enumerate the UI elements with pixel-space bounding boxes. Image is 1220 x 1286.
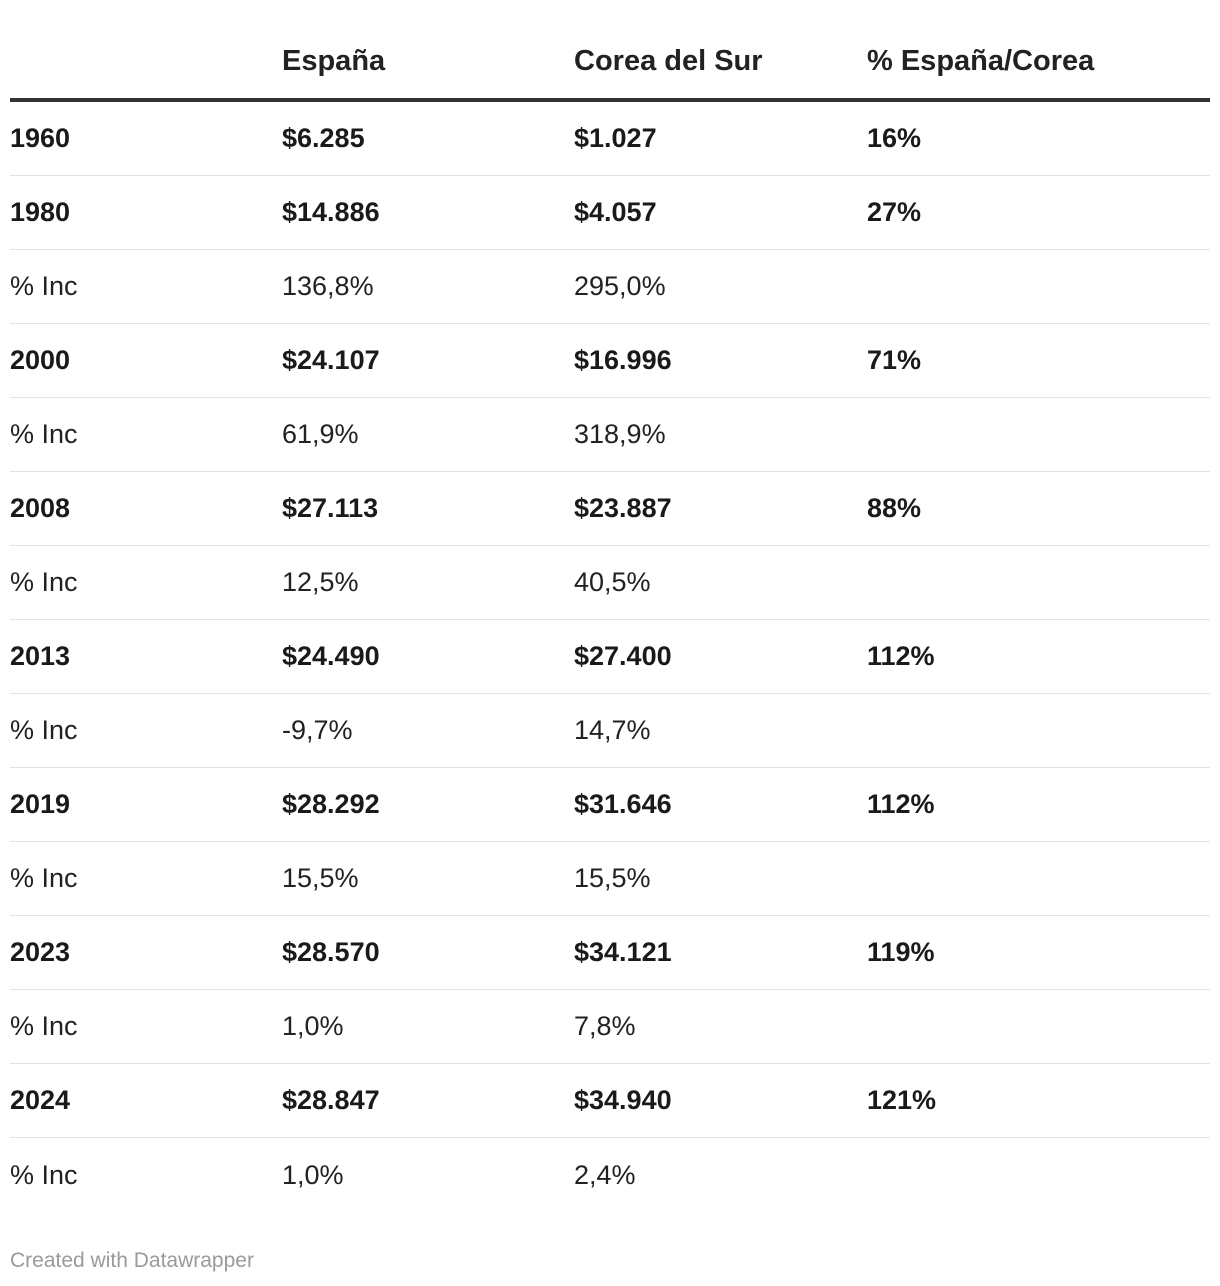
korea-value-cell: $4.057 bbox=[574, 197, 657, 227]
spain-value-cell: 61,9% bbox=[282, 419, 359, 449]
row-label-cell: 1980 bbox=[10, 197, 71, 227]
spain-value-cell: 1,0% bbox=[282, 1011, 344, 1041]
korea-value-cell: $16.996 bbox=[574, 345, 672, 375]
korea-value-cell: 7,8% bbox=[574, 1011, 636, 1041]
row-label-cell: % Inc bbox=[10, 863, 78, 893]
table-row-year: 2000 $24.107 $16.996 71% bbox=[10, 324, 1210, 398]
table-row-increase: % Inc 12,5% 40,5% bbox=[10, 546, 1210, 620]
row-label-cell: 2024 bbox=[10, 1085, 71, 1115]
table-row-increase: % Inc -9,7% 14,7% bbox=[10, 694, 1210, 768]
korea-value-cell: 15,5% bbox=[574, 863, 651, 893]
row-label-cell: 1960 bbox=[10, 123, 71, 153]
table-header-row: España Corea del Sur % España/Corea bbox=[10, 26, 1210, 102]
table-row-increase: % Inc 136,8% 295,0% bbox=[10, 250, 1210, 324]
row-label-cell: % Inc bbox=[10, 419, 78, 449]
ratio-value-cell: 16% bbox=[867, 123, 922, 153]
row-label-cell: % Inc bbox=[10, 715, 78, 745]
spain-value-cell: 136,8% bbox=[282, 271, 374, 301]
spain-value-cell: -9,7% bbox=[282, 715, 353, 745]
table-row-year: 2008 $27.113 $23.887 88% bbox=[10, 472, 1210, 546]
korea-value-cell: $27.400 bbox=[574, 641, 672, 671]
row-label-cell: 2019 bbox=[10, 789, 71, 819]
spain-value-cell: $24.490 bbox=[282, 641, 380, 671]
ratio-value-cell: 88% bbox=[867, 493, 922, 523]
ratio-value-cell: 112% bbox=[867, 641, 935, 671]
header-cell-ratio: % España/Corea bbox=[867, 44, 1095, 77]
datawrapper-credit: Created with Datawrapper bbox=[10, 1249, 254, 1272]
korea-value-cell: $23.887 bbox=[574, 493, 672, 523]
row-label-cell: 2000 bbox=[10, 345, 71, 375]
table-row-year: 2019 $28.292 $31.646 112% bbox=[10, 768, 1210, 842]
row-label-cell: 2008 bbox=[10, 493, 71, 523]
table-row-year: 2024 $28.847 $34.940 121% bbox=[10, 1064, 1210, 1138]
table-row-year: 2013 $24.490 $27.400 112% bbox=[10, 620, 1210, 694]
table-body: 1960 $6.285 $1.027 16% 1980 $14.886 $4.057 27%%… bbox=[10, 102, 1210, 1212]
spain-value-cell: 12,5% bbox=[282, 567, 359, 597]
header-cell-korea: Corea del Sur bbox=[574, 44, 763, 77]
ratio-value-cell: 112% bbox=[867, 789, 935, 819]
korea-value-cell: $34.121 bbox=[574, 937, 672, 967]
korea-value-cell: 2,4% bbox=[574, 1159, 636, 1190]
row-label-cell: % Inc bbox=[10, 567, 78, 597]
ratio-value-cell: 119% bbox=[867, 937, 935, 967]
header-cell-spain: España bbox=[282, 44, 386, 77]
spain-value-cell: $14.886 bbox=[282, 197, 380, 227]
spain-value-cell: 1,0% bbox=[282, 1159, 344, 1190]
row-label-cell: 2023 bbox=[10, 937, 71, 967]
table-row-increase: % Inc 15,5% 15,5% bbox=[10, 842, 1210, 916]
data-table: España Corea del Sur % España/Corea 1960… bbox=[10, 26, 1210, 1212]
spain-value-cell: $6.285 bbox=[282, 123, 365, 153]
spain-value-cell: $27.113 bbox=[282, 493, 379, 523]
korea-value-cell: $1.027 bbox=[574, 123, 657, 153]
ratio-value-cell: 121% bbox=[867, 1085, 937, 1115]
row-label-cell: % Inc bbox=[10, 1011, 78, 1041]
korea-value-cell: 318,9% bbox=[574, 419, 666, 449]
row-label-cell: % Inc bbox=[10, 271, 78, 301]
spain-value-cell: $28.570 bbox=[282, 937, 380, 967]
table-row-increase: % Inc 1,0% 7,8% bbox=[10, 990, 1210, 1064]
table-row-year: 2023 $28.570 $34.121 119% bbox=[10, 916, 1210, 990]
ratio-value-cell: 27% bbox=[867, 197, 922, 227]
korea-value-cell: $34.940 bbox=[574, 1085, 672, 1115]
table-row-increase: % Inc 1,0% 2,4% bbox=[10, 1138, 1210, 1212]
row-label-cell: % Inc bbox=[10, 1159, 78, 1190]
table-row-year: 1960 $6.285 $1.027 16% bbox=[10, 102, 1210, 176]
korea-value-cell: 14,7% bbox=[574, 715, 651, 745]
table-row-increase: % Inc 61,9% 318,9% bbox=[10, 398, 1210, 472]
spain-value-cell: $24.107 bbox=[282, 345, 380, 375]
spain-value-cell: $28.847 bbox=[282, 1085, 380, 1115]
korea-value-cell: 295,0% bbox=[574, 271, 666, 301]
spain-value-cell: $28.292 bbox=[282, 789, 380, 819]
table-row-year: 1980 $14.886 $4.057 27% bbox=[10, 176, 1210, 250]
ratio-value-cell: 71% bbox=[867, 345, 922, 375]
spain-value-cell: 15,5% bbox=[282, 863, 359, 893]
row-label-cell: 2013 bbox=[10, 641, 71, 671]
korea-value-cell: 40,5% bbox=[574, 567, 651, 597]
korea-value-cell: $31.646 bbox=[574, 789, 672, 819]
